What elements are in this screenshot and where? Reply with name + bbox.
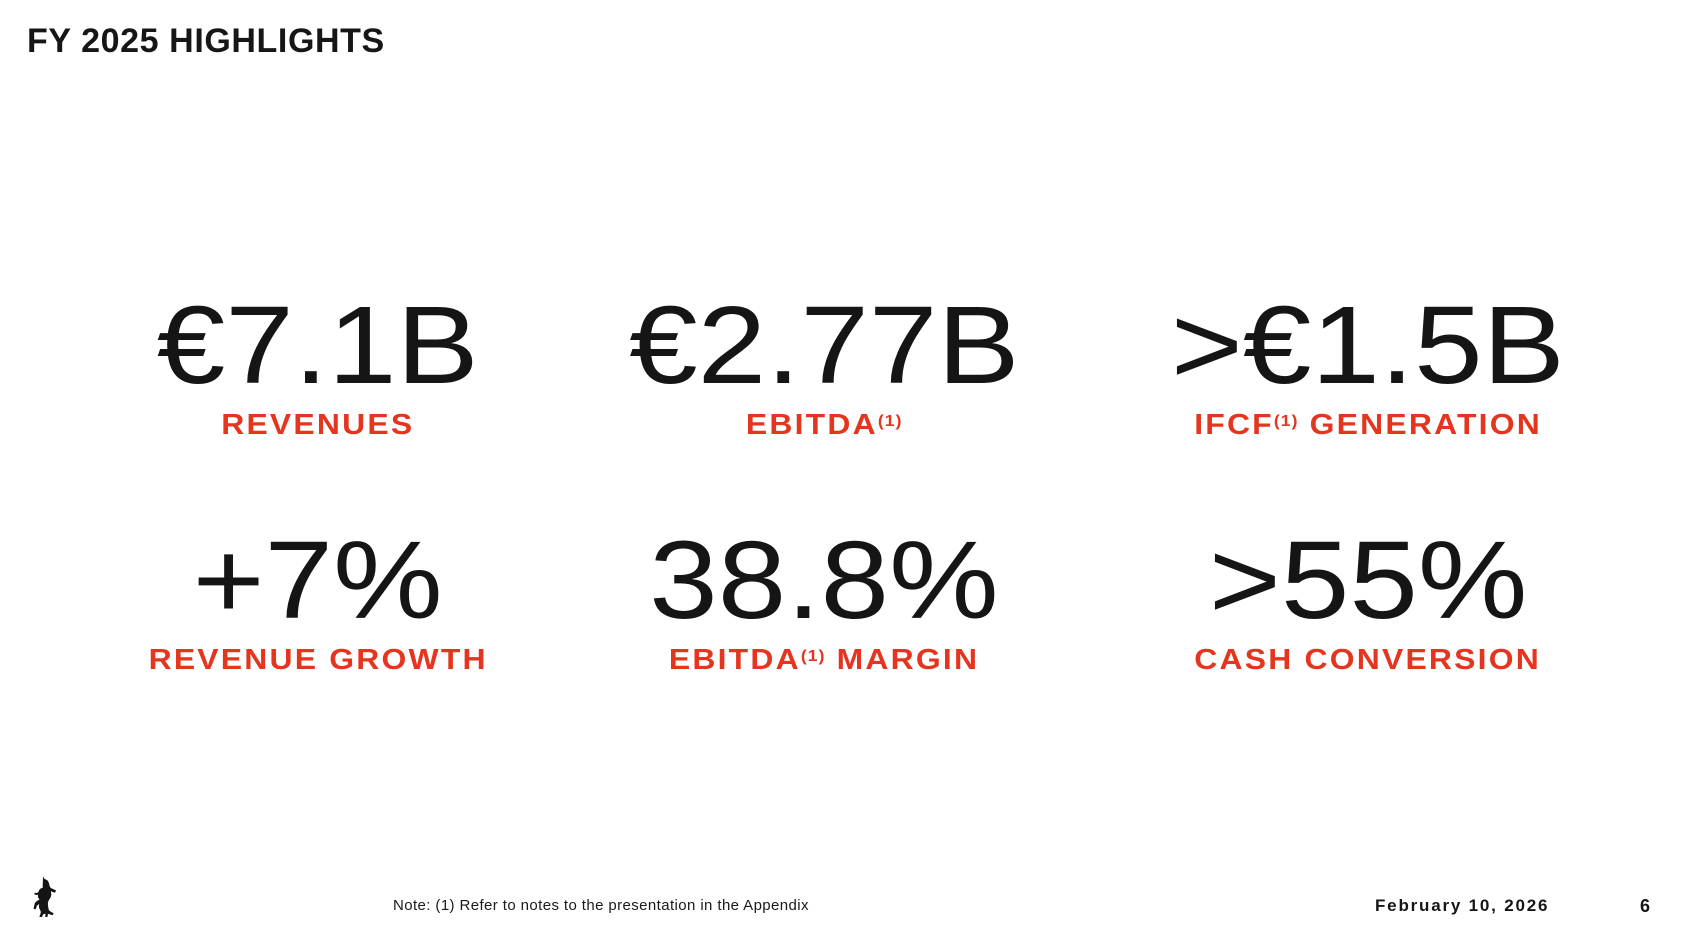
metric-label: REVENUE GROWTH (148, 644, 488, 676)
footnote-marker: (1) (877, 413, 903, 430)
metric-revenue-growth: +7% REVENUE GROWTH (0, 526, 638, 677)
footnote-marker: (1) (800, 648, 826, 665)
prancing-horse-icon (30, 875, 58, 917)
metric-value: >€1.5B (1171, 284, 1565, 407)
metric-value: 38.8% (649, 519, 999, 642)
page-title: FY 2025 HIGHLIGHTS (27, 22, 385, 60)
metric-revenues: €7.1B REVENUES (0, 291, 638, 442)
metric-cash-conversion: >55% CASH CONVERSION (1048, 526, 1688, 677)
footer-date: February 10, 2026 (1375, 896, 1550, 915)
metric-value: >55% (1208, 519, 1528, 642)
metric-value: €2.77B (628, 284, 1020, 407)
metric-ifcf-generation: >€1.5B IFCF(1) GENERATION (1048, 291, 1688, 442)
metric-label: CASH CONVERSION (1194, 644, 1542, 676)
metric-value: +7% (192, 519, 444, 642)
metric-label: EBITDA(1) MARGIN (668, 644, 980, 676)
metric-label: IFCF(1) GENERATION (1194, 409, 1542, 441)
metric-ebitda-margin: 38.8% EBITDA(1) MARGIN (504, 526, 1144, 677)
footnote-text: Note: (1) Refer to notes to the presenta… (393, 897, 809, 914)
metric-label: REVENUES (221, 409, 415, 441)
metric-value: €7.1B (157, 284, 479, 407)
page-number: 6 (1640, 896, 1651, 916)
footnote-marker: (1) (1273, 413, 1299, 430)
metric-ebitda: €2.77B EBITDA(1) (504, 291, 1144, 442)
metric-label: EBITDA(1) (745, 409, 903, 441)
